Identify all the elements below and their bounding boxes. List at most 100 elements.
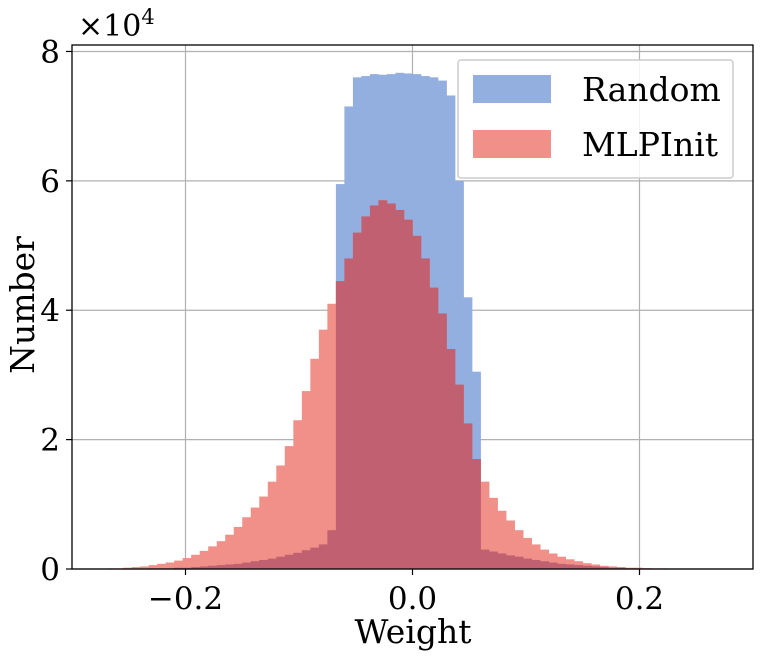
- y-tick-label: 2: [40, 423, 60, 459]
- bar-overlap: [318, 544, 328, 569]
- x-axis-label: Weight: [355, 612, 472, 651]
- y-tick-label: 0: [40, 552, 60, 588]
- bar-overlap: [582, 565, 592, 569]
- bar-mlpinit: [489, 497, 498, 569]
- bar-mlpinit: [548, 553, 558, 569]
- bar-mlpinit: [267, 481, 277, 569]
- bar-overlap: [395, 209, 405, 570]
- bar-random: [446, 95, 456, 569]
- y-tick-label: 8: [40, 34, 60, 70]
- bar-mlpinit: [557, 556, 567, 569]
- bar-overlap: [276, 556, 286, 569]
- bar-overlap: [369, 205, 379, 569]
- bar-mlpinit: [165, 562, 175, 569]
- bar-mlpinit: [540, 549, 549, 569]
- bar-mlpinit: [148, 565, 158, 569]
- bar-mlpinit: [531, 544, 541, 569]
- bar-overlap: [506, 555, 515, 569]
- bar-overlap: [497, 553, 507, 569]
- bar-mlpinit: [199, 550, 209, 569]
- bar-mlpinit: [140, 566, 149, 569]
- bar-overlap: [199, 566, 209, 569]
- bar-overlap: [489, 551, 498, 569]
- bar-overlap: [531, 559, 541, 569]
- bar-overlap: [472, 459, 481, 569]
- x-tick-label: −0.2: [148, 581, 223, 617]
- bar-overlap: [301, 550, 311, 569]
- bar-overlap: [284, 554, 294, 569]
- bar-mlpinit: [301, 391, 311, 569]
- bar-overlap: [565, 564, 575, 569]
- bar-overlap: [310, 547, 320, 569]
- bar-overlap: [327, 530, 337, 569]
- bar-mlpinit: [182, 558, 192, 569]
- bar-overlap: [233, 563, 243, 569]
- bar-mlpinit: [276, 465, 286, 569]
- bar-overlap: [412, 235, 422, 569]
- legend-swatch-mlpinit: [473, 130, 551, 158]
- bar-overlap: [421, 258, 430, 569]
- legend-label-random: Random: [582, 70, 721, 109]
- bar-overlap: [438, 313, 447, 569]
- bar-mlpinit: [565, 559, 575, 569]
- bar-mlpinit: [480, 481, 490, 569]
- bar-overlap: [591, 566, 601, 569]
- y-tick-label: 6: [40, 164, 60, 200]
- bar-overlap: [557, 563, 567, 569]
- x-tick-label: 0.2: [615, 581, 664, 617]
- bar-overlap: [514, 556, 524, 569]
- bar-overlap: [225, 564, 235, 569]
- bar-overlap: [523, 558, 532, 569]
- legend-swatch-random: [473, 75, 551, 103]
- bar-mlpinit: [327, 303, 337, 569]
- bar-overlap: [293, 552, 303, 569]
- bar-overlap: [403, 219, 413, 569]
- bar-overlap: [480, 549, 490, 569]
- bar-overlap: [259, 559, 269, 569]
- bar-overlap: [548, 562, 558, 569]
- bar-mlpinit: [174, 560, 183, 569]
- bar-mlpinit: [208, 546, 218, 569]
- bar-mlpinit: [293, 420, 303, 569]
- y-tick-label: 4: [40, 293, 60, 329]
- bar-mlpinit: [497, 510, 507, 569]
- bar-mlpinit: [225, 534, 235, 569]
- bar-mlpinit: [191, 554, 200, 569]
- bar-overlap: [540, 561, 549, 569]
- bar-mlpinit: [242, 517, 252, 569]
- bar-overlap: [361, 216, 371, 569]
- bar-overlap: [574, 565, 584, 569]
- bar-overlap: [242, 562, 252, 569]
- histogram-bars: [106, 72, 669, 570]
- bar-overlap: [463, 423, 473, 569]
- bar-overlap: [352, 232, 362, 570]
- bar-mlpinit: [523, 537, 532, 569]
- bar-mlpinit: [514, 530, 524, 569]
- y-multiplier-label: ×104: [78, 5, 155, 44]
- bar-overlap: [599, 567, 609, 569]
- legend-label-mlpinit: MLPInit: [582, 125, 718, 164]
- bar-mlpinit: [216, 541, 226, 569]
- legend: Random MLPInit: [457, 59, 734, 179]
- bar-overlap: [191, 567, 200, 569]
- bar-mlpinit: [506, 520, 515, 569]
- bar-overlap: [446, 349, 456, 569]
- bar-overlap: [344, 258, 354, 569]
- x-tick-label: 0.0: [388, 581, 437, 617]
- bar-mlpinit: [250, 507, 260, 569]
- bar-mlpinit: [310, 358, 320, 569]
- bar-overlap: [267, 558, 277, 569]
- bar-overlap: [216, 565, 226, 569]
- bar-overlap: [335, 281, 345, 569]
- bar-overlap: [386, 203, 396, 569]
- y-axis-label: Number: [3, 236, 42, 374]
- axis-ticks: −0.2 0.0 0.2 0 2 4 6 8: [40, 34, 664, 617]
- bar-mlpinit: [259, 496, 269, 569]
- bar-overlap: [250, 561, 260, 569]
- bar-overlap: [455, 384, 464, 569]
- bar-mlpinit: [318, 329, 328, 569]
- bar-mlpinit: [131, 567, 141, 569]
- bar-random: [455, 180, 464, 569]
